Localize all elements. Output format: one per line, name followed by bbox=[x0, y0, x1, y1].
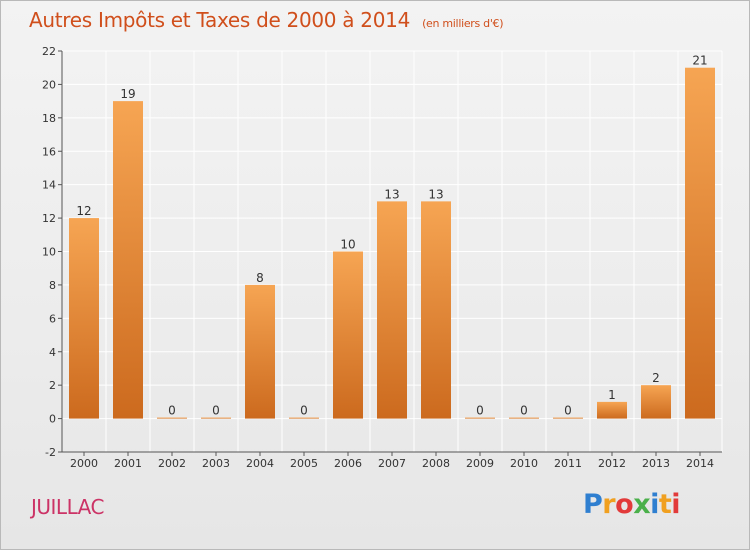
value-label: 21 bbox=[692, 54, 707, 68]
y-tick-label: 8 bbox=[49, 279, 56, 292]
y-tick-label: 0 bbox=[49, 413, 56, 426]
y-tick-label: 18 bbox=[42, 112, 56, 125]
bar-2006 bbox=[333, 251, 363, 419]
value-label: 8 bbox=[256, 271, 264, 285]
x-tick-label: 2006 bbox=[334, 457, 362, 470]
x-tick-label: 2009 bbox=[466, 457, 494, 470]
x-tick-label: 2012 bbox=[598, 457, 626, 470]
y-tick-label: 10 bbox=[42, 246, 56, 259]
x-tick-label: 2002 bbox=[158, 457, 186, 470]
x-tick-label: 2007 bbox=[378, 457, 406, 470]
bar-2005 bbox=[289, 417, 319, 419]
logo-letter: i bbox=[650, 489, 659, 520]
chart-subtitle: (en milliers d'€) bbox=[422, 17, 504, 30]
bar-2010 bbox=[509, 417, 539, 419]
value-label: 0 bbox=[212, 404, 220, 418]
logo-letter: P bbox=[583, 489, 603, 520]
x-tick-label: 2004 bbox=[246, 457, 274, 470]
bar-2014 bbox=[685, 67, 715, 419]
y-tick-label: 4 bbox=[49, 346, 56, 359]
bar-2000 bbox=[69, 218, 99, 419]
x-tick-label: 2011 bbox=[554, 457, 582, 470]
x-tick-label: 2010 bbox=[510, 457, 538, 470]
value-label: 0 bbox=[476, 404, 484, 418]
y-tick-label: 16 bbox=[42, 145, 56, 158]
bar-2001 bbox=[113, 101, 143, 419]
bar-2002 bbox=[157, 417, 187, 419]
x-tick-label: 2005 bbox=[290, 457, 318, 470]
value-label: 10 bbox=[340, 238, 355, 252]
value-label: 12 bbox=[76, 204, 91, 218]
value-label: 0 bbox=[168, 404, 176, 418]
value-label: 13 bbox=[428, 187, 443, 201]
logo-letter: i bbox=[671, 489, 681, 520]
logo-letter: o bbox=[615, 489, 634, 520]
value-label: 0 bbox=[520, 404, 528, 418]
value-label: 13 bbox=[384, 187, 399, 201]
bars bbox=[69, 67, 715, 419]
bar-2003 bbox=[201, 417, 231, 419]
x-tick-label: 2003 bbox=[202, 457, 230, 470]
bar-2008 bbox=[421, 201, 451, 419]
logo-letter: r bbox=[602, 489, 616, 520]
bar-2004 bbox=[245, 284, 275, 419]
bar-2009 bbox=[465, 417, 495, 419]
y-tick-label: 22 bbox=[42, 45, 56, 58]
y-tick-label: 20 bbox=[42, 78, 56, 91]
y-tick-label: 6 bbox=[49, 312, 56, 325]
y-tick-label: 2 bbox=[49, 379, 56, 392]
logo-letter: t bbox=[658, 489, 672, 520]
value-label: 1 bbox=[608, 388, 616, 402]
logo-letter: x bbox=[633, 489, 651, 520]
x-tick-label: 2014 bbox=[686, 457, 714, 470]
bar-2013 bbox=[641, 385, 671, 419]
bar-2011 bbox=[553, 417, 583, 419]
x-tick-label: 2001 bbox=[114, 457, 142, 470]
x-tick-label: 2000 bbox=[70, 457, 98, 470]
value-label: 19 bbox=[120, 87, 135, 101]
value-label: 2 bbox=[652, 371, 660, 385]
value-label: 0 bbox=[300, 404, 308, 418]
x-tick-label: 2008 bbox=[422, 457, 450, 470]
x-tick-label: 2013 bbox=[642, 457, 670, 470]
y-tick-label: 12 bbox=[42, 212, 56, 225]
proxiti-logo: Proxiti bbox=[583, 489, 681, 520]
y-tick-label: -2 bbox=[45, 446, 56, 459]
y-tick-label: 14 bbox=[42, 179, 56, 192]
chart-title: Autres Impôts et Taxes de 2000 à 2014 (e… bbox=[29, 8, 504, 32]
commune-name: JUILLAC bbox=[31, 495, 104, 519]
value-label: 0 bbox=[564, 404, 572, 418]
chart-title-text: Autres Impôts et Taxes de 2000 à 2014 bbox=[29, 8, 410, 32]
bar-2007 bbox=[377, 201, 407, 419]
bar-2012 bbox=[597, 401, 627, 419]
